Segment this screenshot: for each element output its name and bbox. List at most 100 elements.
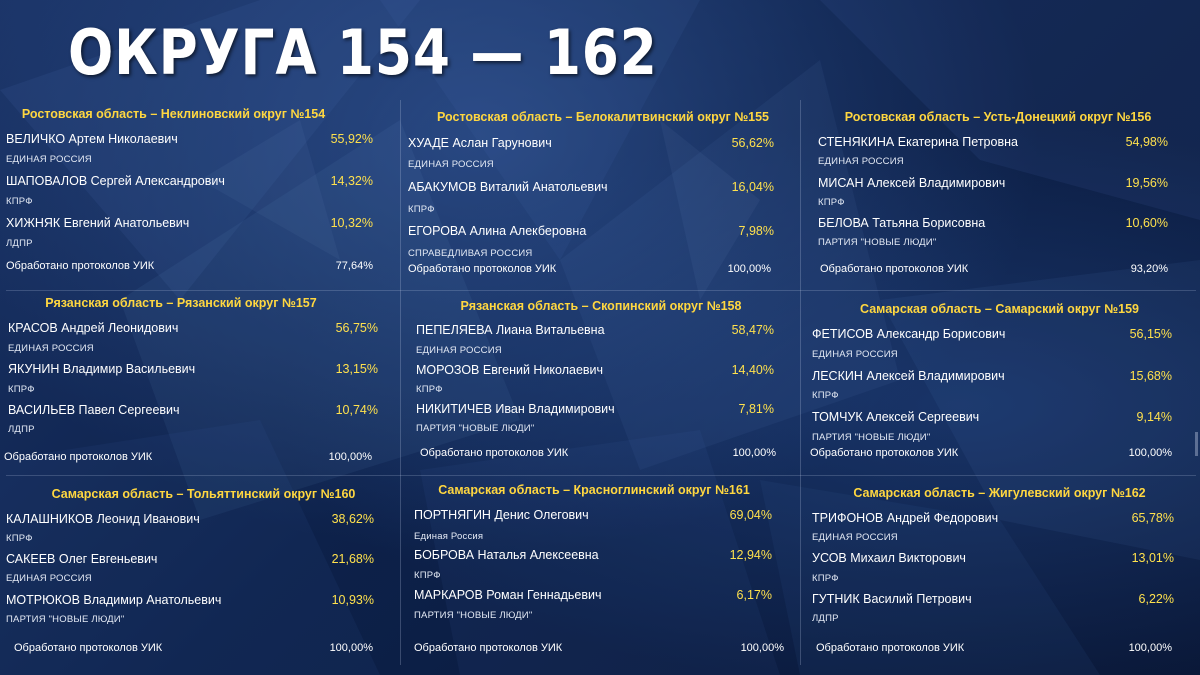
protocols-label: Обработано протоколов УИК bbox=[6, 260, 155, 272]
candidate-percent: 13,01% bbox=[1131, 551, 1174, 565]
district-panel-160: Самарская область – Тольяттинский округ … bbox=[6, 487, 396, 662]
candidate-percent: 69,04% bbox=[729, 508, 772, 522]
protocols-label: Обработано протоколов УИК bbox=[414, 642, 563, 654]
row-divider bbox=[6, 475, 1196, 476]
protocols-percent: 100,00% bbox=[1128, 642, 1172, 654]
candidate-percent: 12,94% bbox=[729, 548, 772, 562]
candidate-percent: 56,75% bbox=[335, 321, 378, 335]
candidate-percent: 6,22% bbox=[1138, 592, 1174, 606]
candidate-percent: 7,81% bbox=[738, 402, 774, 416]
district-panel-155: Ростовская область – Белокалитвинский ок… bbox=[408, 110, 796, 288]
candidate-name: ЛЕСКИН Алексей Владимирович bbox=[812, 369, 1005, 383]
district-panel-159: Самарская область – Самарский округ №159… bbox=[810, 302, 1194, 472]
district-title: Самарская область – Самарский округ №159 bbox=[860, 302, 1139, 316]
column-divider bbox=[800, 100, 801, 665]
protocols-label: Обработано протоколов УИК bbox=[420, 447, 569, 459]
candidate-party: ПАРТИЯ "НОВЫЕ ЛЮДИ" bbox=[416, 423, 535, 434]
candidate-name: ЕГОРОВА Алина Алекберовна bbox=[408, 224, 587, 238]
candidate-percent: 14,32% bbox=[330, 174, 373, 188]
protocols-percent: 100,00% bbox=[740, 642, 784, 654]
candidate-name: ГУТНИК Василий Петрович bbox=[812, 592, 972, 606]
candidate-party: ЕДИНАЯ РОССИЯ bbox=[6, 154, 92, 165]
candidate-percent: 16,04% bbox=[731, 180, 774, 194]
candidate-percent: 9,14% bbox=[1136, 410, 1172, 424]
candidate-name: МАРКАРОВ Роман Геннадьевич bbox=[414, 588, 602, 602]
candidate-party: КПРФ bbox=[818, 197, 845, 208]
district-panel-162: Самарская область – Жигулевский округ №1… bbox=[812, 486, 1194, 664]
candidate-percent: 7,98% bbox=[738, 224, 774, 238]
district-panel-154: Ростовская область – Неклиновский округ … bbox=[6, 107, 396, 287]
protocols-percent: 100,00% bbox=[329, 642, 373, 654]
candidate-name: ХИЖНЯК Евгений Анатольевич bbox=[6, 216, 190, 230]
candidate-party: ЕДИНАЯ РОССИЯ bbox=[818, 156, 904, 167]
candidate-percent: 65,78% bbox=[1131, 511, 1174, 525]
protocols-percent: 93,20% bbox=[1130, 263, 1168, 275]
candidate-name: ПОРТНЯГИН Денис Олегович bbox=[414, 508, 589, 522]
protocols-percent: 100,00% bbox=[732, 447, 776, 459]
page-title: ОКРУГА 154 — 162 bbox=[68, 16, 658, 89]
candidate-name: АБАКУМОВ Виталий Анатольевич bbox=[408, 180, 608, 194]
candidate-name: УСОВ Михаил Викторович bbox=[812, 551, 966, 565]
candidate-party: ЛДПР bbox=[8, 424, 35, 435]
candidate-name: СТЕНЯКИНА Екатерина Петровна bbox=[818, 135, 1018, 149]
candidate-percent: 55,92% bbox=[330, 132, 373, 146]
candidate-name: ЯКУНИН Владимир Васильевич bbox=[8, 362, 196, 376]
candidate-percent: 10,93% bbox=[331, 593, 374, 607]
candidate-name: ВАСИЛЬЕВ Павел Сергеевич bbox=[8, 403, 180, 417]
candidate-name: БОБРОВА Наталья Алексеевна bbox=[414, 548, 599, 562]
candidate-party: ПАРТИЯ "НОВЫЕ ЛЮДИ" bbox=[414, 610, 533, 621]
candidate-percent: 38,62% bbox=[331, 512, 374, 526]
row-divider bbox=[6, 290, 1196, 291]
candidate-party: ЕДИНАЯ РОССИЯ bbox=[812, 532, 898, 543]
district-panel-158: Рязанская область – Скопинский округ №15… bbox=[416, 299, 796, 471]
candidate-percent: 56,62% bbox=[731, 136, 774, 150]
candidate-name: САКЕЕВ Олег Евгеньевич bbox=[6, 552, 158, 566]
candidate-party: ЕДИНАЯ РОССИЯ bbox=[6, 573, 92, 584]
candidate-percent: 15,68% bbox=[1129, 369, 1172, 383]
candidate-percent: 19,56% bbox=[1125, 176, 1168, 190]
candidate-party: ПАРТИЯ "НОВЫЕ ЛЮДИ" bbox=[6, 614, 125, 625]
candidate-party: ПАРТИЯ "НОВЫЕ ЛЮДИ" bbox=[812, 432, 931, 443]
district-title: Самарская область – Жигулевский округ №1… bbox=[853, 486, 1146, 500]
district-title: Ростовская область – Белокалитвинский ок… bbox=[437, 110, 769, 124]
scroll-indicator bbox=[1195, 432, 1198, 456]
district-panel-156: Ростовская область – Усть-Донецкий округ… bbox=[818, 110, 1194, 288]
candidate-party: ЛДПР bbox=[6, 238, 33, 249]
district-panel-161: Самарская область – Красноглинский округ… bbox=[414, 483, 796, 663]
candidate-percent: 6,17% bbox=[736, 588, 772, 602]
candidate-party: ПАРТИЯ "НОВЫЕ ЛЮДИ" bbox=[818, 237, 937, 248]
district-title: Ростовская область – Усть-Донецкий округ… bbox=[844, 110, 1152, 124]
candidate-name: ВЕЛИЧКО Артем Николаевич bbox=[6, 132, 178, 146]
district-title: Рязанская область – Скопинский округ №15… bbox=[460, 299, 742, 313]
candidate-party: КПРФ bbox=[812, 390, 839, 401]
candidate-party: ЕДИНАЯ РОССИЯ bbox=[812, 349, 898, 360]
candidate-percent: 58,47% bbox=[731, 323, 774, 337]
candidate-party: ЕДИНАЯ РОССИЯ bbox=[416, 345, 502, 356]
candidate-percent: 10,74% bbox=[335, 403, 378, 417]
candidate-name: ХУАДЕ Аслан Гарунович bbox=[408, 136, 552, 150]
candidate-party: ЕДИНАЯ РОССИЯ bbox=[408, 159, 494, 170]
candidate-party: КПРФ bbox=[416, 384, 443, 395]
candidate-percent: 21,68% bbox=[331, 552, 374, 566]
protocols-label: Обработано протоколов УИК bbox=[820, 263, 969, 275]
protocols-label: Обработано протоколов УИК bbox=[816, 642, 965, 654]
candidate-party: КПРФ bbox=[6, 196, 33, 207]
candidate-name: КРАСОВ Андрей Леонидович bbox=[8, 321, 179, 335]
candidate-party: КПРФ bbox=[414, 570, 441, 581]
protocols-label: Обработано протоколов УИК bbox=[4, 451, 153, 463]
candidate-party: КПРФ bbox=[812, 573, 839, 584]
candidate-name: МИСАН Алексей Владимирович bbox=[818, 176, 1006, 190]
district-title: Ростовская область – Неклиновский округ … bbox=[21, 107, 326, 121]
column-divider bbox=[400, 100, 401, 665]
candidate-name: ТРИФОНОВ Андрей Федорович bbox=[812, 511, 999, 525]
candidate-name: НИКИТИЧЕВ Иван Владимирович bbox=[416, 402, 615, 416]
candidate-party: ЛДПР bbox=[812, 613, 839, 624]
protocols-percent: 100,00% bbox=[1128, 447, 1172, 459]
candidate-name: МОРОЗОВ Евгений Николаевич bbox=[416, 363, 604, 377]
candidate-percent: 54,98% bbox=[1125, 135, 1168, 149]
candidate-name: БЕЛОВА Татьяна Борисовна bbox=[818, 216, 986, 230]
candidate-percent: 10,60% bbox=[1125, 216, 1168, 230]
district-title: Самарская область – Тольяттинский округ … bbox=[51, 487, 356, 501]
candidate-percent: 56,15% bbox=[1129, 327, 1172, 341]
